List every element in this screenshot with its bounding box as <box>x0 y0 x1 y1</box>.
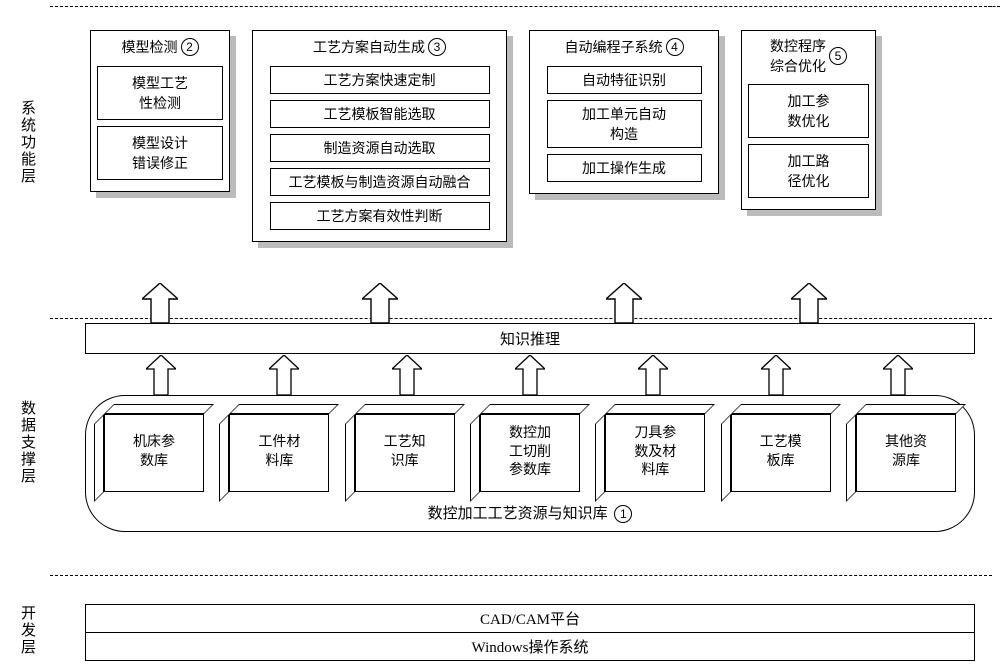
up-arrow-icon <box>761 355 791 395</box>
layer-divider <box>50 6 992 7</box>
dev-stack: CAD/CAM平台 Windows操作系统 <box>85 604 975 661</box>
circled-number: 4 <box>666 38 684 56</box>
module-item: 制造资源自动选取 <box>270 134 490 162</box>
database-box: 工件材 料库 <box>229 414 329 492</box>
module-item: 工艺模板与制造资源自动融合 <box>270 168 490 196</box>
database-box: 工艺知 识库 <box>355 414 455 492</box>
module-nc-optimize: 数控程序 综合优化 5 加工参 数优化 加工路 径优化 <box>741 30 876 210</box>
module-model-check: 模型检测 2 模型工艺 性检测 模型设计 错误修正 <box>90 30 230 192</box>
databases-row: 机床参 数库 工件材 料库 工艺知 识库 数控加 工切削 参数库 刀具参 数及材… <box>104 414 956 492</box>
up-arrow-icon <box>146 355 176 395</box>
module-item: 加工路 径优化 <box>748 144 869 198</box>
database-caption: 数控加工工艺资源与知识库 1 <box>104 502 956 523</box>
module-item: 工艺方案快速定制 <box>270 66 490 94</box>
layer-label-data: 数据支撑层 <box>14 400 36 485</box>
arrows-db-row <box>100 355 960 395</box>
knowledge-base-container: 机床参 数库 工件材 料库 工艺知 识库 数控加 工切削 参数库 刀具参 数及材… <box>85 395 975 532</box>
module-title: 自动编程子系统 <box>565 37 663 57</box>
module-process-autogen: 工艺方案自动生成 3 工艺方案快速定制 工艺模板智能选取 制造资源自动选取 工艺… <box>252 30 507 242</box>
module-item: 模型设计 错误修正 <box>97 126 223 180</box>
database-box: 数控加 工切削 参数库 <box>480 414 580 492</box>
module-item: 工艺方案有效性判断 <box>270 202 490 230</box>
module-item: 加工操作生成 <box>547 154 702 182</box>
knowledge-reasoning-box: 知识推理 <box>85 323 975 354</box>
layer-label-dev: 开发层 <box>14 605 36 656</box>
up-arrow-icon <box>269 355 299 395</box>
up-arrow-icon <box>606 283 642 323</box>
circled-number: 2 <box>181 38 199 56</box>
function-modules-row: 模型检测 2 模型工艺 性检测 模型设计 错误修正 工艺方案自动生成 3 工艺方… <box>90 30 988 242</box>
circled-number: 1 <box>614 505 632 523</box>
dev-row-os: Windows操作系统 <box>86 633 974 660</box>
dev-row-cadcam: CAD/CAM平台 <box>86 605 974 633</box>
module-title: 工艺方案自动生成 <box>313 37 425 57</box>
module-auto-programming: 自动编程子系统 4 自动特征识别 加工单元自动 构造 加工操作生成 <box>529 30 719 194</box>
database-box: 其他资 源库 <box>856 414 956 492</box>
arrows-func-row <box>90 283 988 323</box>
divider-stub <box>988 6 1000 7</box>
database-box: 工艺模 板库 <box>731 414 831 492</box>
circled-number: 5 <box>829 47 847 65</box>
module-item: 模型工艺 性检测 <box>97 66 223 120</box>
up-arrow-icon <box>142 283 178 323</box>
module-title: 数控程序 综合优化 <box>770 36 826 76</box>
database-box: 机床参 数库 <box>104 414 204 492</box>
database-box: 刀具参 数及材 料库 <box>605 414 705 492</box>
up-arrow-icon <box>392 355 422 395</box>
up-arrow-icon <box>883 355 913 395</box>
module-item: 工艺模板智能选取 <box>270 100 490 128</box>
up-arrow-icon <box>515 355 545 395</box>
layer-divider <box>50 575 992 576</box>
layer-label-func: 系统功能层 <box>14 100 36 185</box>
module-item: 加工单元自动 构造 <box>547 100 702 148</box>
up-arrow-icon <box>362 283 398 323</box>
up-arrow-icon <box>638 355 668 395</box>
circled-number: 3 <box>428 38 446 56</box>
module-item: 自动特征识别 <box>547 66 702 94</box>
module-title: 模型检测 <box>122 37 178 57</box>
up-arrow-icon <box>791 283 827 323</box>
module-item: 加工参 数优化 <box>748 84 869 138</box>
